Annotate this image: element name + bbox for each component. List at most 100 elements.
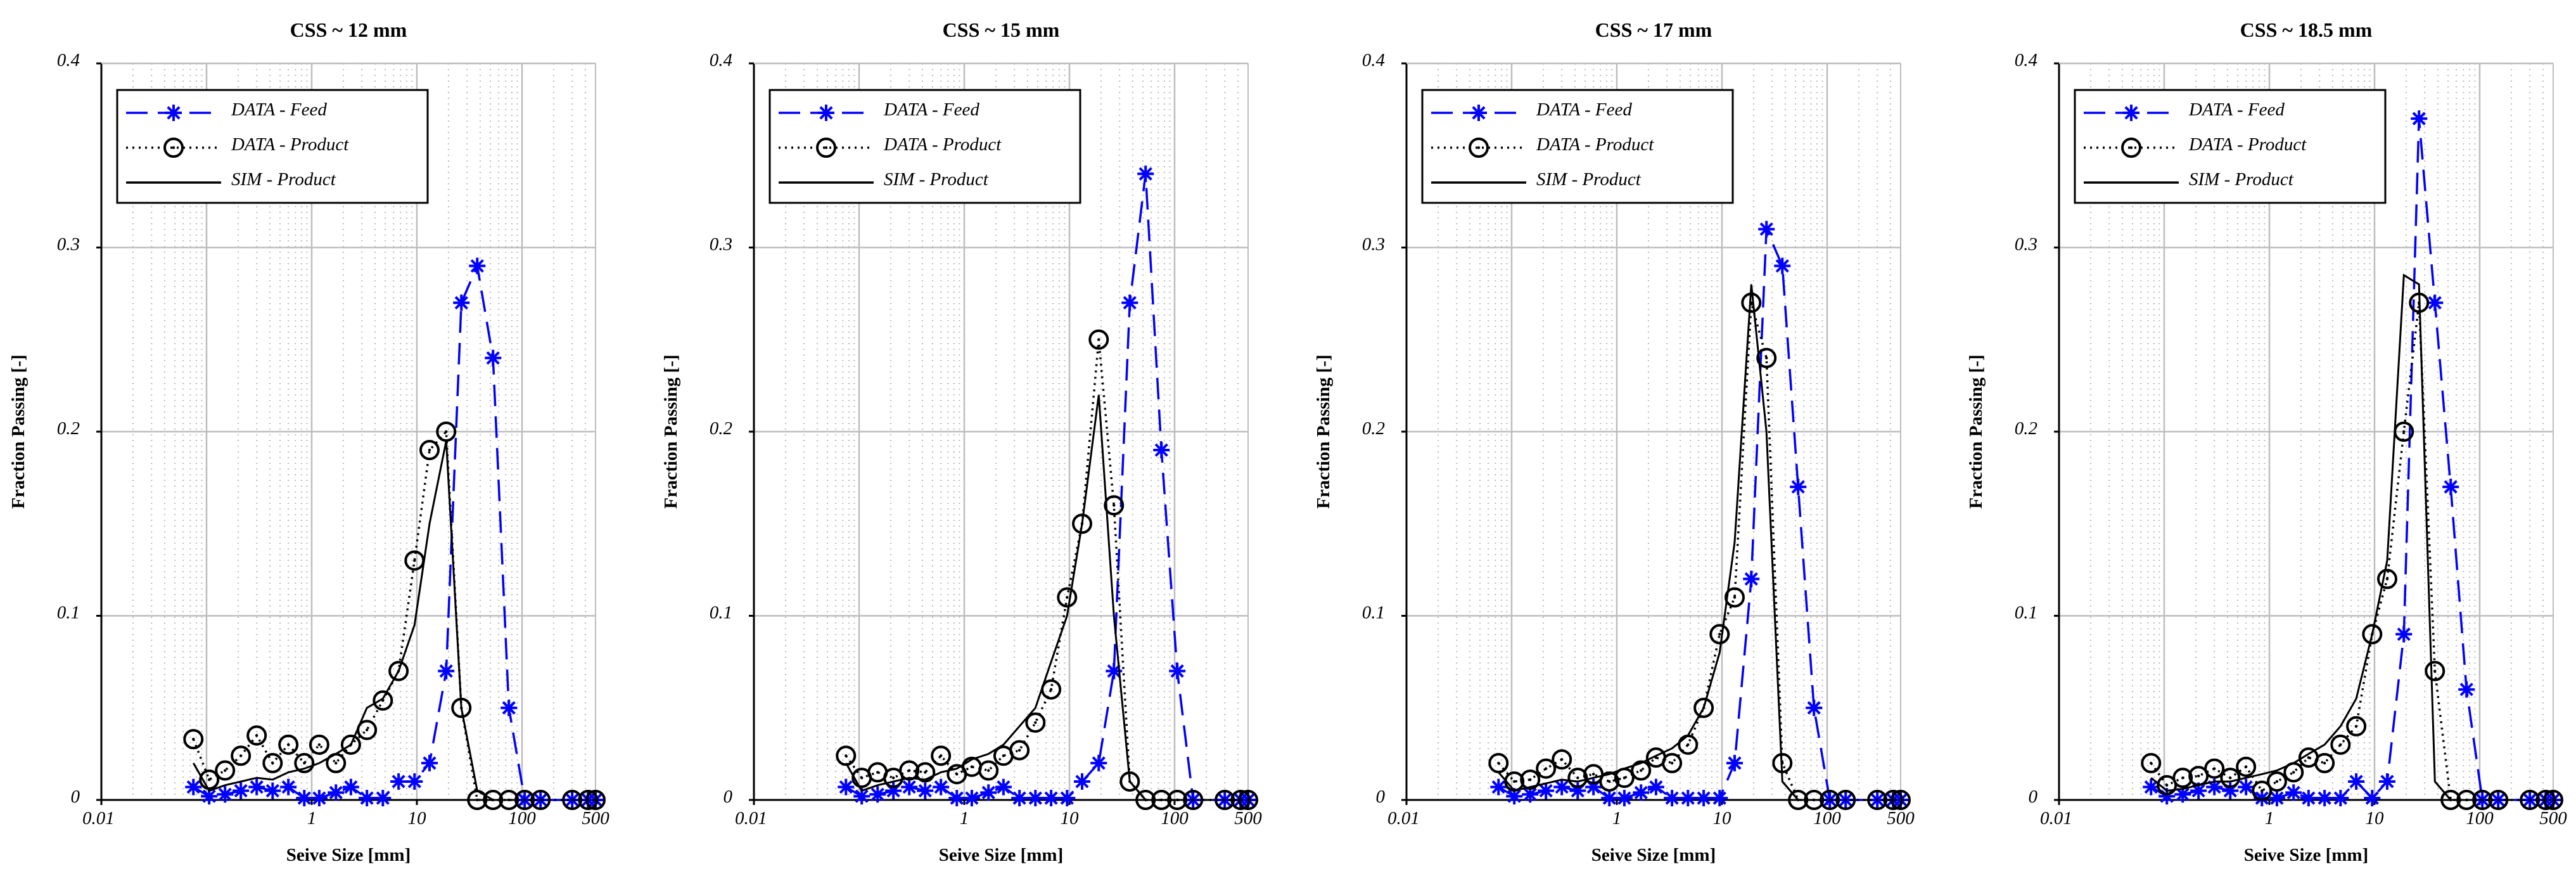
- data-point: [310, 790, 328, 807]
- data-point: [262, 752, 283, 773]
- data-point: [1891, 790, 1911, 810]
- data-point: [1680, 790, 1697, 807]
- legend-marker: [816, 138, 836, 158]
- legend-label: DATA - Feed: [1536, 100, 1632, 120]
- legend-item: SIM - Product: [126, 169, 336, 190]
- series-sim-product: [192, 441, 494, 801]
- data-point: [438, 662, 455, 680]
- x-tick-label: 1: [960, 808, 969, 828]
- legend-item: DATA - Product: [779, 134, 1002, 158]
- data-point: [1726, 754, 1743, 771]
- x-tick-label: 10: [1712, 808, 1731, 828]
- legend-item: SIM - Product: [1431, 169, 1642, 190]
- data-point: [231, 745, 252, 766]
- y-tick-label: 0: [724, 787, 733, 807]
- data-point: [963, 790, 980, 807]
- data-point: [1027, 790, 1044, 807]
- data-point: [899, 760, 920, 781]
- data-point: [948, 790, 966, 807]
- data-point: [1633, 784, 1650, 801]
- y-tick-label: 0.2: [57, 418, 80, 439]
- x-tick-label: 500: [1234, 808, 1262, 828]
- data-point: [869, 786, 886, 803]
- data-point: [1073, 773, 1090, 790]
- chart-title: CSS ~ 17 mm: [1595, 18, 1712, 41]
- y-tick-label: 0.2: [1362, 418, 1385, 439]
- series-data-feed: [1490, 221, 1909, 808]
- data-point: [1756, 347, 1777, 368]
- data-point: [359, 790, 376, 807]
- data-point: [1520, 770, 1541, 790]
- series-data-product: [836, 329, 1258, 810]
- series-data-product: [183, 422, 606, 810]
- data-point: [390, 773, 407, 790]
- data-point: [883, 768, 904, 789]
- x-tick-label: 100: [508, 808, 536, 828]
- data-point: [469, 257, 486, 274]
- data-point: [1488, 752, 1509, 773]
- legend-item: DATA - Product: [1431, 134, 1654, 158]
- data-point: [1538, 782, 1555, 799]
- data-point: [1059, 790, 1076, 807]
- legend-marker: [818, 105, 834, 121]
- chart-title: CSS ~ 18.5 mm: [2240, 18, 2373, 41]
- data-point: [585, 790, 606, 810]
- data-point: [2157, 775, 2177, 795]
- y-axis-label: Fraction Passing [-]: [661, 354, 681, 508]
- legend-label: SIM - Product: [884, 169, 989, 190]
- data-point: [215, 760, 236, 781]
- legend-item: DATA - Feed: [2084, 100, 2285, 121]
- y-axis-label: Fraction Passing [-]: [1313, 354, 1334, 508]
- x-tick-label: 0.01: [1387, 808, 1420, 828]
- y-tick-label: 0.4: [57, 50, 80, 70]
- chart-panel-3: 0 0.1 0.2 0.3 0.4 0.01 1 10 100 500 CSS ~ 17 mm Sei…: [1313, 18, 1915, 865]
- data-point: [2442, 479, 2459, 496]
- data-point: [2206, 778, 2223, 795]
- x-tick-label: 10: [407, 808, 426, 828]
- data-point: [1790, 479, 1807, 496]
- data-point: [1090, 754, 1107, 771]
- data-point: [1601, 790, 1618, 807]
- y-tick-label: 0.3: [2015, 235, 2037, 255]
- data-point: [1057, 587, 1078, 608]
- data-point: [2268, 790, 2285, 807]
- series-sim-product: [2150, 273, 2452, 801]
- x-tick-label: 0.01: [2040, 808, 2072, 828]
- series-line: [192, 428, 596, 801]
- series-line: [2150, 273, 2452, 801]
- data-point: [2346, 716, 2367, 737]
- data-point: [342, 778, 359, 795]
- y-tick-label: 0.4: [2015, 50, 2037, 70]
- data-point: [2425, 660, 2445, 681]
- series-line: [192, 441, 494, 801]
- y-tick-label: 0: [2029, 787, 2038, 807]
- data-point: [1583, 764, 1604, 785]
- legend-label: DATA - Product: [1536, 134, 1654, 155]
- data-point: [2543, 790, 2563, 810]
- data-point: [2488, 790, 2509, 810]
- x-axis-label: Seive Size [mm]: [1591, 845, 1716, 865]
- chart-panel-4: 0 0.1 0.2 0.3 0.4 0.01 1 10 100 500 CSS ~ 18.5 mm S…: [1966, 18, 2567, 865]
- data-point: [1664, 790, 1681, 807]
- data-point: [1088, 329, 1109, 350]
- data-point: [2300, 790, 2317, 807]
- data-point: [233, 782, 250, 799]
- data-point: [217, 786, 234, 803]
- data-point: [280, 778, 297, 795]
- series-line: [2150, 302, 2553, 801]
- legend-marker: [2121, 138, 2141, 158]
- legend-label: SIM - Product: [231, 169, 336, 190]
- legend-label: SIM - Product: [1536, 169, 1642, 190]
- y-tick-label: 0.4: [1362, 50, 1385, 70]
- data-point: [185, 778, 202, 795]
- y-tick-label: 0: [71, 787, 80, 807]
- data-point: [183, 729, 204, 750]
- legend-item: DATA - Feed: [779, 100, 979, 121]
- legend: DATA - Feed DATA - Product SIM - Product: [1421, 89, 1734, 204]
- legend: DATA - Feed DATA - Product SIM - Product: [2074, 89, 2387, 204]
- x-tick-label: 100: [1161, 808, 1189, 828]
- data-point: [995, 778, 1012, 795]
- legend-item: SIM - Product: [2084, 169, 2294, 190]
- legend-label: DATA - Product: [231, 134, 349, 155]
- x-axis-label: Seive Size [mm]: [286, 845, 411, 865]
